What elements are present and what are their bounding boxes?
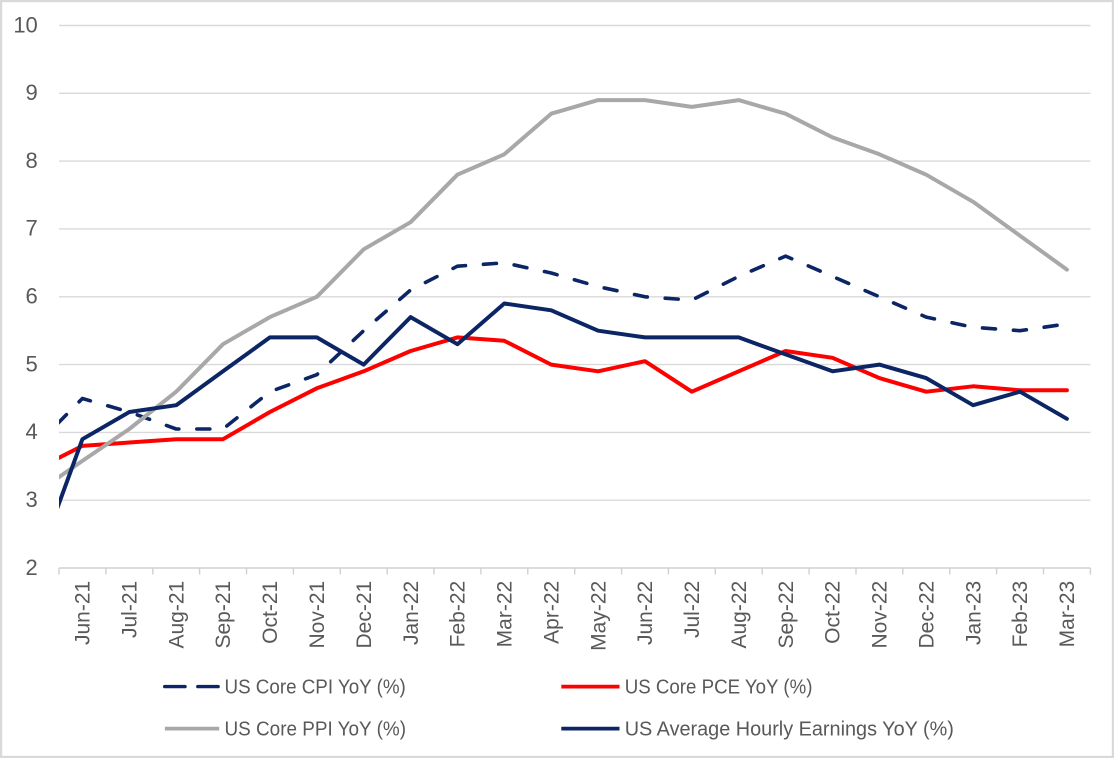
svg-text:Apr-22: Apr-22 <box>540 581 563 644</box>
svg-text:US Core PCE YoY (%): US Core PCE YoY (%) <box>625 676 813 698</box>
svg-text:Dec-22: Dec-22 <box>915 581 938 649</box>
svg-text:Oct-22: Oct-22 <box>822 581 845 644</box>
svg-text:Feb-22: Feb-22 <box>447 581 470 648</box>
svg-text:Jun-22: Jun-22 <box>634 581 657 645</box>
svg-text:8: 8 <box>26 148 38 173</box>
svg-text:7: 7 <box>26 216 38 241</box>
svg-text:Jan-22: Jan-22 <box>400 581 423 645</box>
svg-text:US Core CPI YoY (%): US Core CPI YoY (%) <box>225 676 406 698</box>
svg-text:Jan-23: Jan-23 <box>962 581 985 645</box>
svg-text:Jul-21: Jul-21 <box>119 581 142 638</box>
svg-text:US Average Hourly Earnings YoY: US Average Hourly Earnings YoY (%) <box>625 718 954 740</box>
svg-text:6: 6 <box>26 284 38 309</box>
svg-text:Jun-21: Jun-21 <box>72 581 95 645</box>
svg-text:US Core PPI YoY (%): US Core PPI YoY (%) <box>225 718 407 740</box>
svg-text:May-22: May-22 <box>587 581 610 651</box>
svg-text:9: 9 <box>26 80 38 105</box>
svg-text:Dec-21: Dec-21 <box>353 581 376 649</box>
svg-text:Mar-22: Mar-22 <box>494 581 517 648</box>
svg-text:Aug-21: Aug-21 <box>165 581 188 649</box>
svg-text:Jul-22: Jul-22 <box>681 581 704 638</box>
svg-text:Nov-21: Nov-21 <box>306 581 329 649</box>
svg-text:Oct-21: Oct-21 <box>259 581 282 644</box>
svg-text:Nov-22: Nov-22 <box>869 581 892 649</box>
svg-text:10: 10 <box>13 12 37 37</box>
svg-text:Sep-22: Sep-22 <box>775 581 798 649</box>
svg-text:5: 5 <box>26 351 38 376</box>
svg-text:Feb-23: Feb-23 <box>1009 581 1032 648</box>
svg-text:2: 2 <box>26 555 38 580</box>
svg-text:Mar-23: Mar-23 <box>1056 581 1079 648</box>
svg-text:Aug-22: Aug-22 <box>728 581 751 649</box>
svg-text:4: 4 <box>26 419 38 444</box>
svg-text:Sep-21: Sep-21 <box>212 581 235 649</box>
svg-text:3: 3 <box>26 487 38 512</box>
